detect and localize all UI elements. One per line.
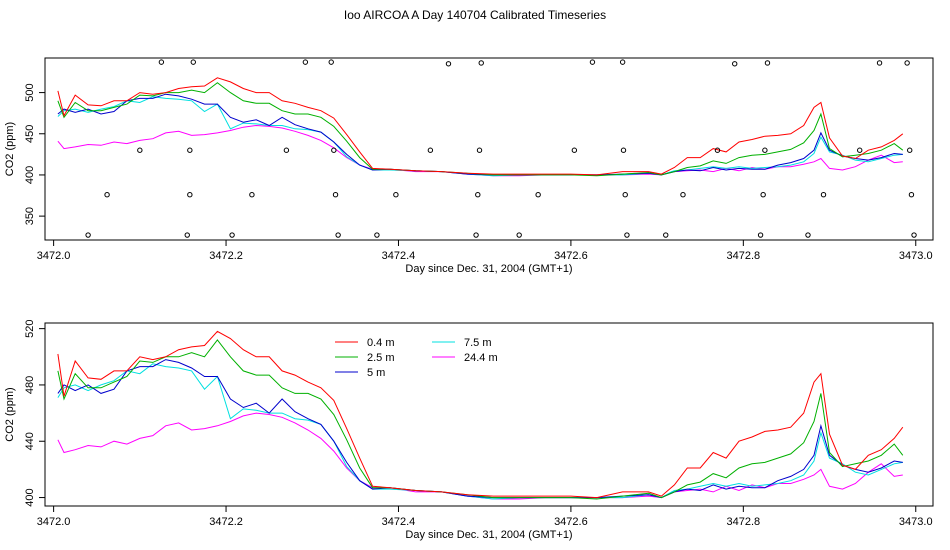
sample-marker [764, 60, 771, 66]
sample-marker [516, 232, 522, 238]
sample-marker [85, 232, 91, 238]
sample-marker [283, 147, 290, 153]
x-tick-label: 3472.8 [727, 516, 761, 528]
sample-marker [229, 232, 235, 238]
x-axis-label: Day since Dec. 31, 2004 (GMT+1) [405, 263, 572, 275]
plot-frame [44, 322, 934, 507]
sample-marker [663, 232, 669, 238]
chart-calibrated-with-markers: 3472.0 3472.2 3472.4 3472.6 3472.8 3473.0 350 4… [4, 57, 934, 275]
sample-marker [187, 192, 193, 198]
x-tick-label: 3473.0 [899, 516, 933, 528]
sample-marker [427, 147, 434, 153]
sample-marker [473, 232, 479, 238]
sample-marker [476, 147, 483, 153]
legend-label: 24.4 m [464, 352, 498, 364]
x-tick-label: 3472.2 [209, 516, 243, 528]
sample-marker [876, 60, 883, 66]
x-tick-label: 3472.4 [382, 516, 416, 528]
y-tick-label: 480 [24, 376, 36, 394]
series-line-s244 [57, 124, 903, 177]
series-line-s04 [57, 330, 904, 499]
y-tick-label: 350 [24, 207, 36, 225]
sample-marker [904, 60, 910, 66]
sample-marker [571, 147, 578, 153]
x-tick-label: 3472.0 [37, 250, 71, 262]
sample-marker [478, 60, 484, 66]
x-tick-label: 3472.2 [209, 250, 243, 262]
sample-marker [190, 59, 196, 65]
sample-marker [328, 59, 334, 65]
x-tick-label: 3472.4 [382, 250, 416, 262]
sample-marker [184, 232, 190, 238]
y-tick-label: 500 [24, 83, 36, 101]
sample-marker [475, 192, 481, 198]
sample-marker [714, 147, 721, 153]
sample-marker [680, 192, 686, 198]
series-line-s5 [57, 359, 903, 499]
sample-marker [335, 232, 341, 238]
y-tick-label: 450 [24, 125, 36, 143]
legend-label: 0.4 m [367, 337, 395, 349]
y-axis-label: CO2 (ppm) [4, 122, 16, 176]
sample-marker [393, 192, 399, 198]
x-tick-label: 3472.8 [727, 250, 761, 262]
plot-frame [44, 57, 934, 241]
x-axis-label: Day since Dec. 31, 2004 (GMT+1) [405, 529, 572, 541]
sample-marker [732, 61, 738, 67]
legend-label: 5 m [367, 367, 385, 379]
sample-marker [158, 59, 165, 65]
sample-marker [760, 192, 766, 198]
sample-marker [589, 59, 596, 65]
sample-marker [757, 232, 764, 238]
legend-label: 7.5 m [464, 337, 492, 349]
sample-marker [249, 192, 255, 198]
sample-marker [445, 61, 452, 67]
sample-marker [620, 147, 627, 153]
sample-marker [908, 192, 915, 198]
series-line-s75 [57, 96, 903, 177]
series-line-s04 [57, 77, 904, 176]
sample-marker [535, 192, 541, 198]
sample-marker [624, 232, 630, 238]
x-tick-label: 3473.0 [899, 250, 933, 262]
y-axis-label: CO2 (ppm) [4, 387, 16, 441]
series-line-s244 [57, 412, 903, 500]
chart-calibrated-with-legend: 3472.0 3472.2 3472.4 3472.6 3472.8 3473.0 400 4… [4, 319, 934, 541]
y-tick-label: 440 [24, 432, 36, 450]
sample-marker [805, 232, 811, 238]
y-tick-label: 520 [24, 319, 36, 337]
sample-marker [331, 147, 337, 153]
sample-marker [907, 147, 913, 153]
sample-marker [104, 192, 110, 198]
legend-label: 2.5 m [367, 352, 395, 364]
sample-marker [187, 147, 193, 153]
series-line-s5 [57, 93, 903, 176]
x-tick-label: 3472.6 [554, 250, 588, 262]
series-line-s25 [57, 82, 904, 177]
sample-marker [332, 192, 339, 198]
sample-marker [820, 192, 827, 198]
y-tick-label: 400 [24, 166, 36, 184]
sample-marker [762, 147, 768, 153]
page-title: Ioo AIRCOA A Day 140704 Calibrated Times… [343, 8, 607, 22]
x-tick-label: 3472.6 [554, 516, 588, 528]
sample-marker [302, 59, 309, 65]
sample-marker [137, 147, 143, 153]
sample-marker [622, 192, 628, 198]
y-tick-label: 400 [24, 488, 36, 506]
sample-marker [857, 147, 863, 153]
sample-marker [619, 59, 626, 65]
sample-marker [911, 232, 917, 238]
sample-marker [374, 232, 380, 238]
x-tick-label: 3472.0 [37, 516, 71, 528]
series-line-s75 [57, 363, 903, 500]
